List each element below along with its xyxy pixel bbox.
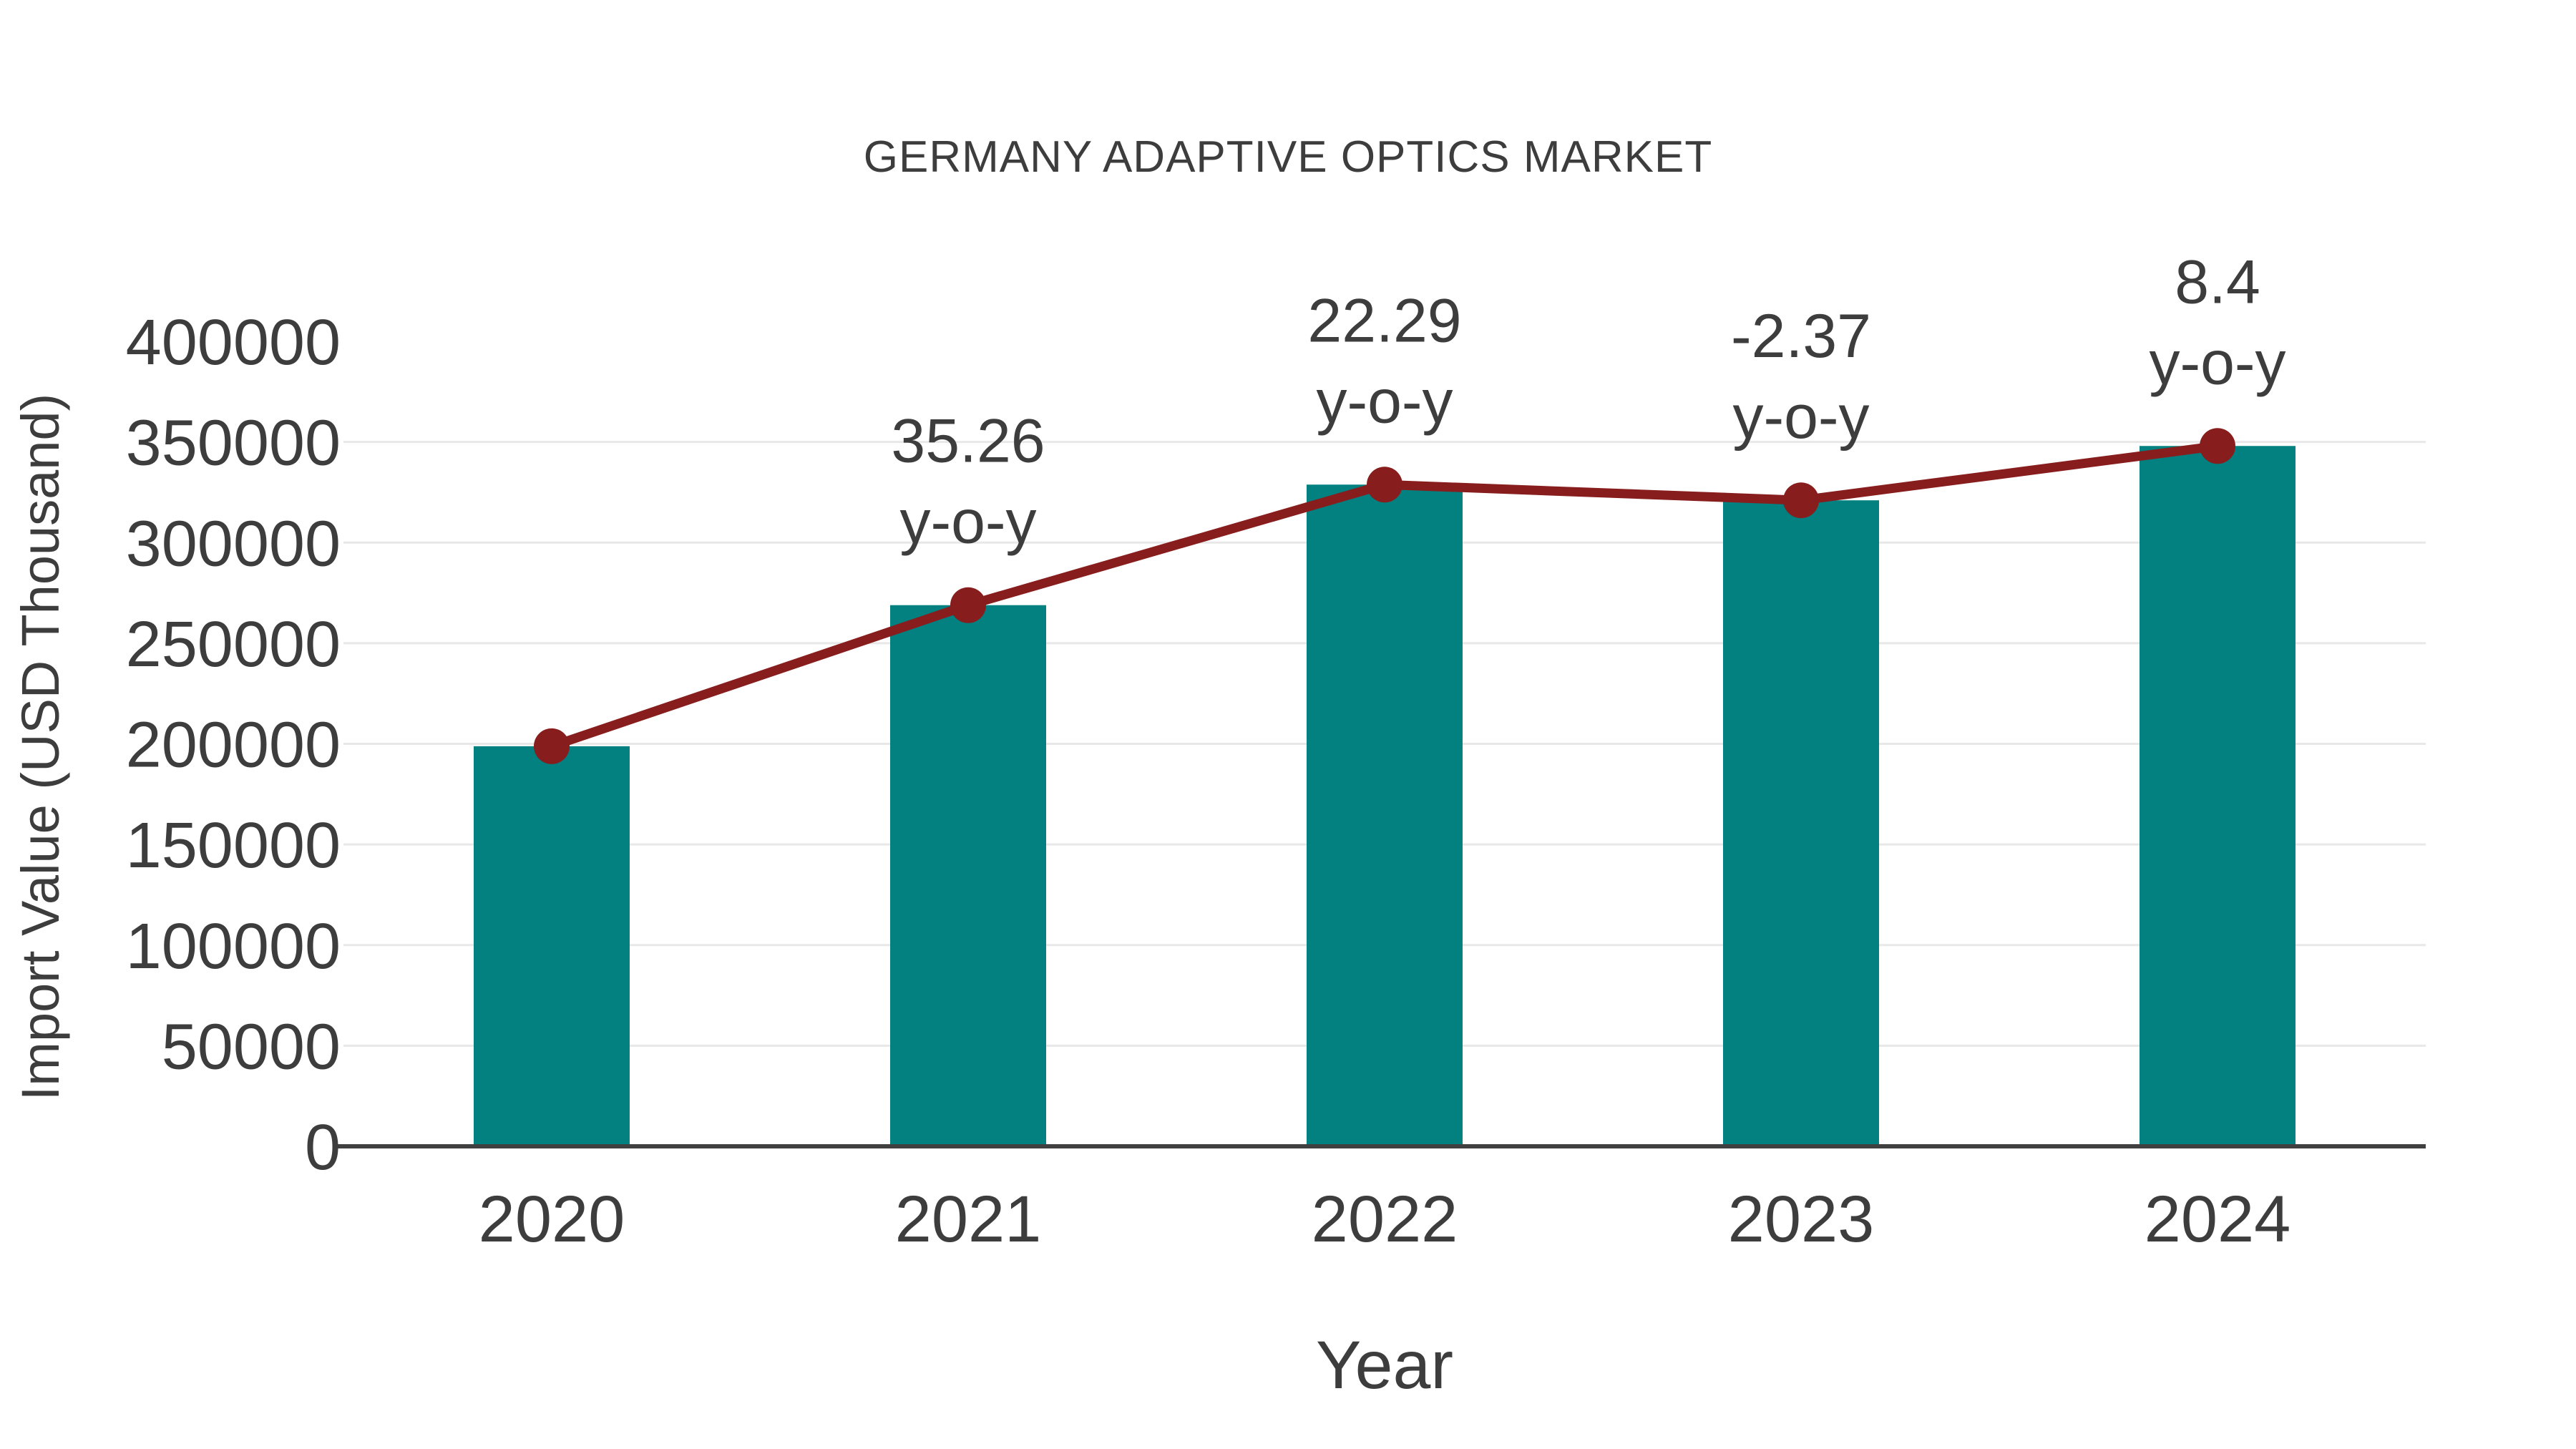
y-tick-label: 150000 xyxy=(126,810,341,882)
x-axis-title: Year xyxy=(1316,1327,1453,1403)
y-tick-label: 100000 xyxy=(126,911,341,982)
y-tick-label: 0 xyxy=(305,1112,341,1184)
y-tick-label: 250000 xyxy=(126,609,341,680)
bar-2024 xyxy=(2140,446,2296,1146)
trend-marker-2021 xyxy=(950,587,986,623)
y-tick-label: 400000 xyxy=(126,307,341,379)
trend-marker-2024 xyxy=(2200,428,2235,464)
x-tick-labels-layer: 2020 2021 2022 2023 2024 xyxy=(479,1183,2291,1256)
point-label-unit: y-o-y xyxy=(1732,383,1869,452)
point-label-unit: y-o-y xyxy=(2149,328,2285,397)
bar-2020 xyxy=(474,746,630,1146)
y-tick-label: 350000 xyxy=(126,408,341,479)
x-tick-label: 2022 xyxy=(1312,1183,1458,1256)
bar-2023 xyxy=(1723,500,1879,1146)
point-label-unit: y-o-y xyxy=(1316,367,1453,436)
x-tick-label: 2020 xyxy=(479,1183,625,1256)
y-tick-label: 50000 xyxy=(162,1011,341,1083)
bar-2022 xyxy=(1307,484,1463,1146)
point-label-unit: y-o-y xyxy=(899,488,1036,557)
x-tick-label: 2021 xyxy=(895,1183,1042,1256)
y-tick-labels-layer: 0 50000 100000 150000 200000 250000 300000 3500… xyxy=(126,307,341,1184)
x-tick-label: 2024 xyxy=(2145,1183,2291,1256)
y-axis-title: Import Value (USD Thousand) xyxy=(11,394,70,1101)
trend-marker-2022 xyxy=(1367,467,1402,503)
trend-marker-2023 xyxy=(1783,482,1819,519)
y-tick-label: 300000 xyxy=(126,508,341,580)
point-label-value: 22.29 xyxy=(1307,286,1461,355)
point-label-value: 8.4 xyxy=(2175,248,2260,316)
chart-title: GERMANY ADAPTIVE OPTICS MARKET xyxy=(864,132,1712,182)
point-label-value: -2.37 xyxy=(1731,302,1871,371)
point-labels-layer: 35.26 y-o-y 22.29 y-o-y -2.37 y-o-y 8.4 y-o-y xyxy=(891,248,2285,556)
point-label-value: 35.26 xyxy=(891,407,1045,476)
y-tick-label: 200000 xyxy=(126,710,341,781)
bar-2021 xyxy=(890,605,1046,1146)
bar-series-layer xyxy=(474,446,2296,1146)
x-tick-label: 2023 xyxy=(1728,1183,1875,1256)
line-series-layer xyxy=(534,428,2235,764)
trend-marker-2020 xyxy=(534,728,570,764)
